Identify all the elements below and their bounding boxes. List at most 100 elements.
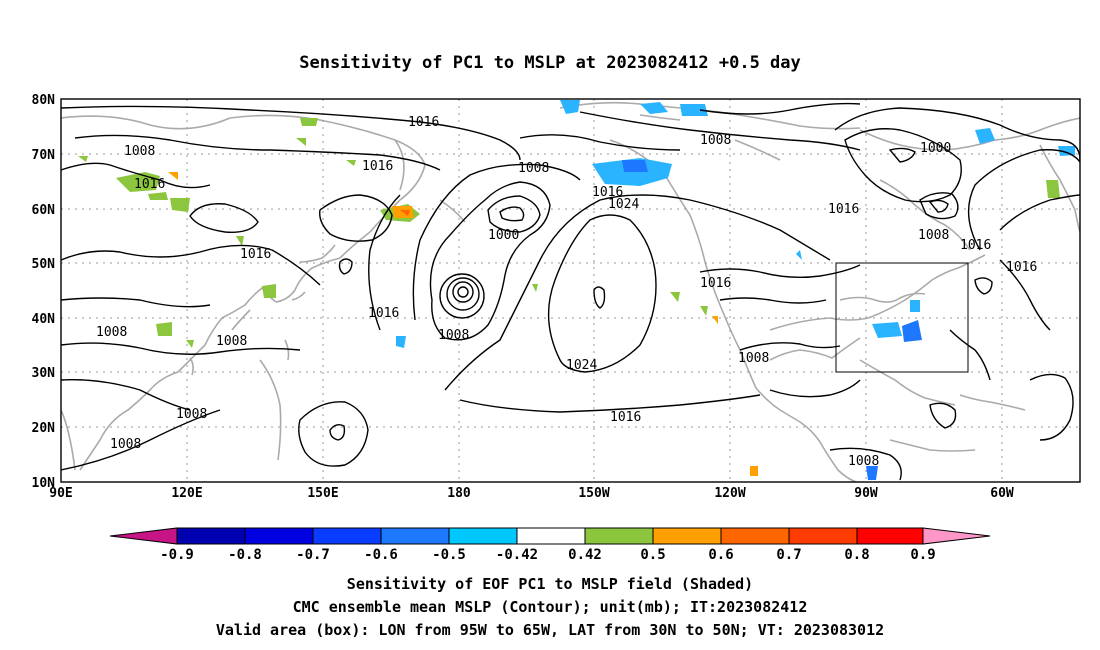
pos-shade xyxy=(712,316,718,324)
lat-tick-label: 40N xyxy=(32,312,56,327)
coastlines xyxy=(61,101,1080,482)
contour-label: 1016 xyxy=(408,115,439,130)
neg-shade xyxy=(560,100,580,114)
colorbar-label: 0.7 xyxy=(776,547,801,563)
contour-labels: 1016 1008 1016 1016 1008 1016 1016 1024 … xyxy=(96,115,1037,469)
contour-label: 1016 xyxy=(368,306,399,321)
pos-shade xyxy=(78,156,88,162)
mslp-contours xyxy=(61,102,1080,481)
contour-label: 1016 xyxy=(1006,260,1037,275)
lon-tick-label: 150W xyxy=(578,486,609,501)
colorbar-label: -0.42 xyxy=(496,547,538,563)
contour-label: 1008 xyxy=(124,144,155,159)
contour-label: 1016 xyxy=(700,276,731,291)
contour-label: 1000 xyxy=(488,228,519,243)
contour-label: 1008 xyxy=(438,328,469,343)
colorbar-label: 0.8 xyxy=(844,547,869,563)
contour-label: 1008 xyxy=(700,133,731,148)
colorbar-swatch xyxy=(312,527,382,545)
colorbar-swatch xyxy=(516,527,586,545)
colorbar-swatch xyxy=(788,527,858,545)
contour-label: 1008 xyxy=(176,407,207,422)
pos-shade xyxy=(750,466,758,476)
pos-shade xyxy=(532,284,538,292)
neg-shade xyxy=(975,128,995,144)
contour-label: 1008 xyxy=(918,228,949,243)
contour-label: 1016 xyxy=(960,238,991,253)
colorbar-label: 0.42 xyxy=(568,547,602,563)
pos-shade xyxy=(670,292,680,302)
lon-tick-label: 90E xyxy=(49,486,72,501)
colorbar-triangle-left xyxy=(109,527,178,545)
contour-label: 1008 xyxy=(848,454,879,469)
colorbar-label: 0.6 xyxy=(708,547,733,563)
colorbar-label: 0.5 xyxy=(640,547,665,563)
contour-label: 1016 xyxy=(610,410,641,425)
colorbar-swatch xyxy=(652,527,722,545)
caption-line-1: Sensitivity of EOF PC1 to MSLP field (Sh… xyxy=(347,575,753,593)
colorbar-swatch xyxy=(448,527,518,545)
colorbar-label: 0.9 xyxy=(910,547,935,563)
sensitivity-shading xyxy=(78,100,1075,480)
neg-shade xyxy=(910,300,920,312)
colorbar-swatch xyxy=(584,527,654,545)
contour-label: 1008 xyxy=(96,325,127,340)
colorbar-triangle-right xyxy=(922,527,991,545)
lat-tick-label: 60N xyxy=(32,203,56,218)
valid-area-box xyxy=(835,262,969,373)
graticule xyxy=(61,99,1080,482)
contour-label: 1016 xyxy=(362,159,393,174)
neg-shade xyxy=(622,160,648,172)
neg-shade xyxy=(680,104,708,116)
lon-tick-label: 90W xyxy=(854,486,878,501)
colorbar-label: -0.9 xyxy=(160,547,194,563)
lat-tick-label: 50N xyxy=(32,257,56,272)
contour-label: 1008 xyxy=(518,161,549,176)
contour-label: 1008 xyxy=(216,334,247,349)
contour-label: 1024 xyxy=(566,358,597,373)
contour-label: 1016 xyxy=(134,177,165,192)
contour-label: 1024 xyxy=(608,197,639,212)
colorbar-label: -0.6 xyxy=(364,547,398,563)
neg-shade xyxy=(902,320,922,342)
colorbar-swatch xyxy=(380,527,450,545)
contour-label: 1016 xyxy=(240,247,271,262)
colorbar-label: -0.8 xyxy=(228,547,262,563)
lon-tick-label: 150E xyxy=(307,486,338,501)
colorbar-label: -0.5 xyxy=(432,547,466,563)
lat-tick-label: 20N xyxy=(32,421,56,436)
lat-tick-label: 10N xyxy=(32,476,56,491)
pos-shade xyxy=(296,138,306,146)
caption-line-2: CMC ensemble mean MSLP (Contour); unit(m… xyxy=(293,598,808,616)
lat-tick-label: 70N xyxy=(32,148,56,163)
neg-shade xyxy=(640,102,668,114)
contour-label: 1016 xyxy=(828,202,859,217)
lat-axis: 80N 70N 60N 50N 40N 30N 20N 10N xyxy=(32,93,56,491)
colorbar-label: -0.7 xyxy=(296,547,330,563)
pos-shade xyxy=(400,210,410,216)
lon-axis: 90E 120E 150E 180 150W 120W 90W 60W xyxy=(49,486,1014,501)
contour-label: 1008 xyxy=(738,351,769,366)
contour-label: 1008 xyxy=(110,437,141,452)
neg-shade xyxy=(796,250,802,260)
caption-line-3: Valid area (box): LON from 95W to 65W, L… xyxy=(216,621,884,639)
map-panel: 1016 1008 1016 1016 1008 1016 1016 1024 … xyxy=(61,99,1080,482)
pos-shade xyxy=(236,236,244,246)
neg-shade xyxy=(396,336,406,348)
pos-shade xyxy=(346,160,356,166)
pos-shade xyxy=(186,340,194,348)
colorbar-swatch xyxy=(176,527,246,545)
pos-shade xyxy=(700,306,708,316)
colorbar-swatch xyxy=(720,527,790,545)
lon-tick-label: 120E xyxy=(171,486,202,501)
neg-shade xyxy=(872,322,902,338)
colorbar-swatch xyxy=(244,527,314,545)
neg-shade xyxy=(866,466,878,480)
contour-label: 1000 xyxy=(920,141,951,156)
pos-shade xyxy=(168,172,178,180)
pos-shade xyxy=(148,192,168,200)
plot-title: Sensitivity of PC1 to MSLP at 2023082412… xyxy=(299,53,801,73)
pos-shade xyxy=(156,322,172,336)
lat-tick-label: 30N xyxy=(32,366,56,381)
